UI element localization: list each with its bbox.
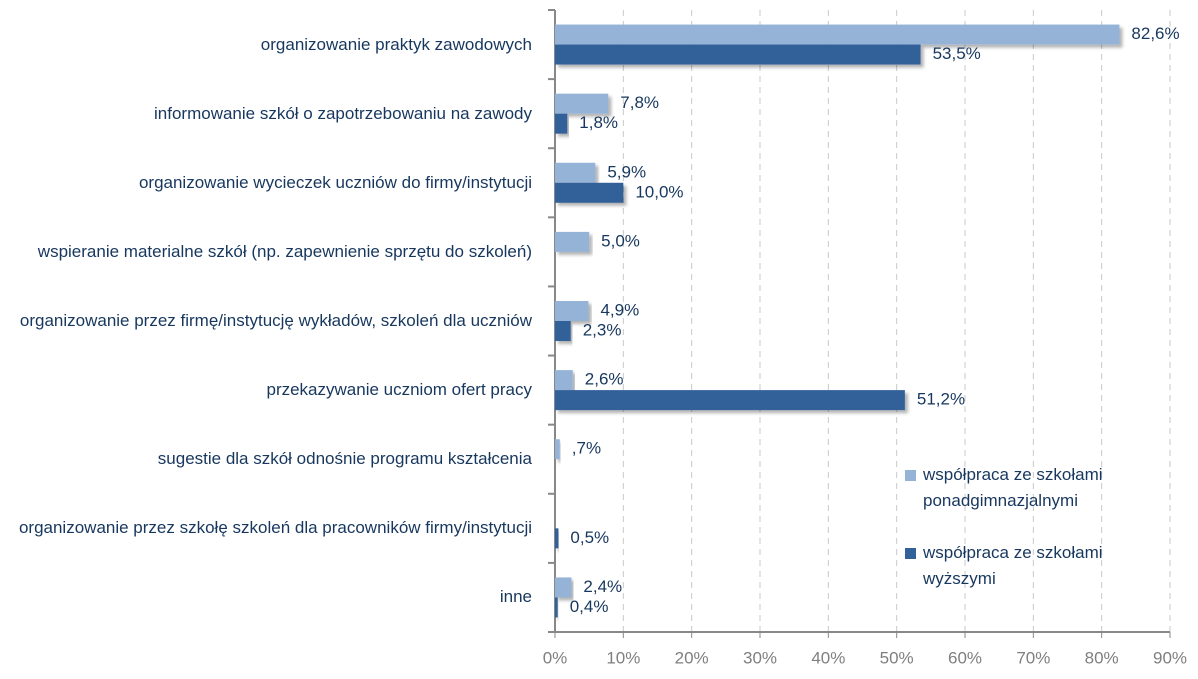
value-label: 7,8% (620, 93, 659, 112)
value-label: 0,5% (570, 528, 609, 547)
x-tick-label: 70% (1016, 648, 1050, 667)
category-text: informowanie szkół o zapotrzebowaniu na … (154, 103, 532, 123)
bar (555, 93, 609, 114)
x-tick-label: 0% (543, 648, 568, 667)
category-text: organizowanie przez firmę/instytucję wyk… (19, 311, 532, 330)
legend: współpraca ze szkołami ponadgimnazjalnym… (905, 462, 1165, 618)
x-tick-label: 30% (743, 648, 777, 667)
x-tick-label: 20% (675, 648, 709, 667)
value-label: 4,9% (600, 300, 639, 319)
category-text: organizowanie przez szkołę szkoleń dla p… (18, 518, 532, 538)
legend-label: współpraca ze szkołami wyższymi (923, 543, 1103, 588)
category-label: sugestie dla szkół odnośnie programu ksz… (5, 448, 532, 470)
value-label: ,7% (572, 439, 601, 458)
value-label: 0,4% (570, 597, 609, 616)
x-tick-label: 60% (948, 648, 982, 667)
legend-label: współpraca ze szkołami ponadgimnazjalnym… (923, 465, 1103, 510)
bar (555, 44, 921, 65)
bar (555, 577, 572, 598)
legend-item: współpraca ze szkołami ponadgimnazjalnym… (905, 462, 1165, 514)
bar (555, 390, 905, 411)
value-label: 2,4% (583, 577, 622, 596)
legend-item: współpraca ze szkołami wyższymi (905, 540, 1165, 592)
category-label: inne (5, 586, 532, 608)
legend-swatch (905, 470, 916, 481)
category-text: sugestie dla szkół odnośnie programu ksz… (157, 449, 532, 469)
category-label: informowanie szkół o zapotrzebowaniu na … (5, 103, 532, 125)
category-text: przekazywanie uczniom ofert pracy (266, 380, 532, 400)
bar (555, 231, 590, 252)
bar (555, 439, 560, 460)
category-text: organizowanie praktyk zawodowych (260, 34, 532, 54)
bar (555, 321, 571, 341)
bar (555, 162, 596, 183)
legend-swatch (905, 548, 916, 559)
category-text: organizowanie wycieczek uczniów do firmy… (138, 172, 532, 192)
x-tick-label: 40% (811, 648, 845, 667)
x-tick-label: 10% (606, 648, 640, 667)
value-label: 1,8% (579, 113, 618, 132)
category-label: przekazywanie uczniom ofert pracy (5, 379, 532, 401)
value-label: 10,0% (635, 182, 683, 201)
bar (555, 113, 568, 134)
value-label: 2,6% (585, 370, 624, 389)
x-tick-label: 90% (1153, 648, 1187, 667)
bar (555, 182, 624, 203)
category-label: organizowanie przez szkołę szkoleń dla p… (5, 517, 532, 539)
category-text: inne (499, 587, 532, 607)
category-label: organizowanie praktyk zawodowych (5, 34, 532, 56)
category-label: organizowanie wycieczek uczniów do firmy… (5, 172, 532, 194)
value-label: 53,5% (933, 44, 981, 63)
value-label: 5,9% (607, 162, 646, 181)
value-label: 2,3% (583, 320, 622, 339)
bar (555, 597, 558, 618)
value-label: 5,0% (601, 231, 640, 250)
category-label: wspieranie materialne szkół (np. zapewni… (5, 241, 532, 263)
category-label: organizowanie przez firmę/instytucję wyk… (5, 310, 532, 332)
bar (555, 24, 1120, 45)
bar (555, 301, 589, 321)
bar (555, 528, 559, 549)
bar (555, 370, 573, 391)
x-tick-label: 50% (880, 648, 914, 667)
value-label: 51,2% (917, 390, 965, 409)
x-tick-label: 80% (1085, 648, 1119, 667)
value-label: 82,6% (1131, 24, 1179, 43)
category-text: wspieranie materialne szkół (np. zapewni… (37, 241, 532, 261)
